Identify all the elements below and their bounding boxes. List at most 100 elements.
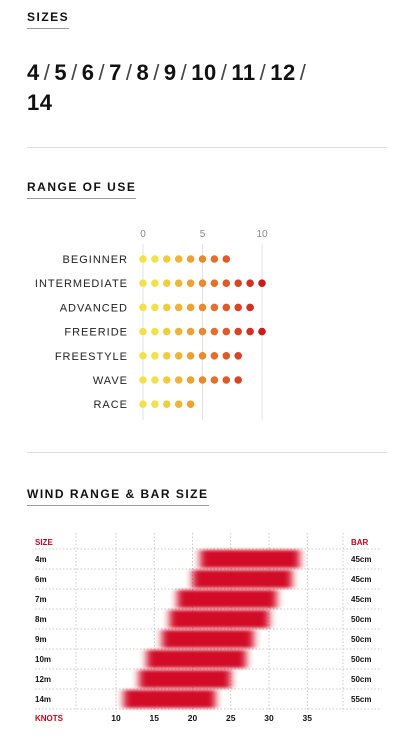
range-dot	[163, 376, 171, 384]
range-dot	[198, 255, 207, 263]
range-dot	[139, 327, 147, 336]
range-dot	[151, 327, 159, 336]
range-dot	[234, 352, 242, 360]
wind-size-label: 7m	[35, 595, 47, 604]
wind-size-label: 8m	[35, 615, 47, 624]
range-axis-tick: 0	[140, 229, 146, 240]
wind-size-label: 12m	[35, 675, 51, 684]
wind-bar-size: 45cm	[351, 555, 371, 564]
sizes-list-line-2: 14	[27, 90, 52, 116]
range-dot	[222, 303, 231, 312]
wind-range-chart: SIZE BAR 4m 45cm 6m 45cm 7m 45cm 8m 50cm 9m 50cm 10m…	[35, 533, 382, 723]
range-dot	[151, 279, 159, 287]
size-value: 5	[54, 60, 68, 85]
range-dot	[139, 400, 147, 408]
size-value: 6	[81, 60, 95, 85]
wind-range-bar	[138, 670, 231, 688]
wind-size-label: 6m	[35, 575, 47, 584]
range-dot	[163, 352, 171, 360]
range-dot	[139, 303, 147, 312]
range-dot	[139, 279, 147, 287]
range-dot	[210, 352, 219, 360]
range-dot	[174, 303, 183, 312]
range-dot	[222, 255, 231, 263]
knots-tick: 20	[188, 713, 198, 723]
size-value: 9	[163, 60, 177, 85]
range-dot	[258, 279, 266, 287]
size-separator: /	[220, 60, 228, 85]
wind-bar-size: 45cm	[351, 575, 371, 584]
range-dot	[174, 400, 183, 408]
knots-tick: 30	[264, 713, 274, 723]
range-row-label: BEGINNER	[63, 254, 128, 266]
knots-tick: 15	[150, 713, 160, 723]
knots-label: KNOTS	[35, 714, 64, 723]
wind-size-label: 10m	[35, 655, 51, 664]
range-dot	[198, 279, 207, 287]
range-dot	[163, 303, 171, 312]
sizes-list-line-1: 4/5/6/7/8/9/10/11/12/	[27, 60, 310, 86]
divider	[27, 147, 387, 148]
range-dot	[151, 255, 159, 263]
range-row-label: FREESTYLE	[55, 351, 128, 363]
size-separator: /	[43, 60, 51, 85]
range-dot	[258, 327, 266, 336]
range-dot	[139, 255, 147, 263]
wind-range-bar	[169, 610, 269, 628]
wind-bar-size: 45cm	[351, 595, 371, 604]
wind-size-label: 14m	[35, 695, 51, 704]
range-dot	[186, 352, 195, 360]
size-separator: /	[180, 60, 188, 85]
size-separator: /	[299, 60, 307, 85]
wind-range-bar	[146, 650, 247, 668]
size-value: 7	[109, 60, 122, 85]
range-dot	[234, 303, 242, 312]
range-dot	[186, 327, 195, 336]
range-dot	[186, 279, 195, 287]
knots-tick: 35	[303, 713, 313, 723]
range-row-label: FREERIDE	[64, 327, 128, 339]
range-dot	[222, 327, 231, 336]
range-dot	[139, 352, 147, 360]
range-dot	[198, 303, 207, 312]
size-separator: /	[98, 60, 106, 85]
range-dot	[210, 303, 219, 312]
range-dot	[174, 327, 183, 336]
sizes-title: SIZES	[27, 10, 70, 29]
range-dot	[151, 303, 159, 312]
size-value: 8	[136, 60, 150, 85]
size-value: 14	[27, 90, 53, 115]
range-dot	[246, 327, 254, 336]
wind-bar-size: 50cm	[351, 675, 371, 684]
range-dot	[151, 376, 159, 384]
range-dot	[234, 279, 242, 287]
range-dot	[186, 376, 195, 384]
range-dot	[210, 376, 219, 384]
range-dot	[210, 279, 219, 287]
wind-bar-size: 50cm	[351, 655, 371, 664]
range-dot	[163, 327, 171, 336]
range-dot	[174, 255, 183, 263]
range-dot	[222, 279, 231, 287]
range-of-use-chart: 0 5 10 BEGINNER INTERMEDIATE ADVANCED FREERIDE…	[35, 229, 268, 420]
wind-bar-size: 55cm	[351, 695, 371, 704]
range-dot	[210, 255, 219, 263]
range-axis-tick: 5	[200, 229, 206, 240]
range-dot	[222, 376, 231, 384]
range-dot	[234, 327, 242, 336]
range-dot	[186, 400, 195, 408]
size-value: 11	[231, 60, 256, 85]
range-dot	[198, 352, 207, 360]
range-dot	[174, 352, 183, 360]
size-separator: /	[71, 60, 78, 85]
range-dot	[139, 376, 147, 384]
size-separator: /	[125, 60, 133, 85]
knots-tick: 10	[111, 713, 121, 723]
range-dot	[246, 279, 254, 287]
size-separator: /	[153, 60, 160, 85]
size-separator: /	[259, 60, 267, 85]
range-dot	[222, 352, 231, 360]
range-dot	[174, 376, 183, 384]
wind-bar-header: BAR	[351, 538, 369, 547]
size-value: 12	[270, 60, 296, 85]
